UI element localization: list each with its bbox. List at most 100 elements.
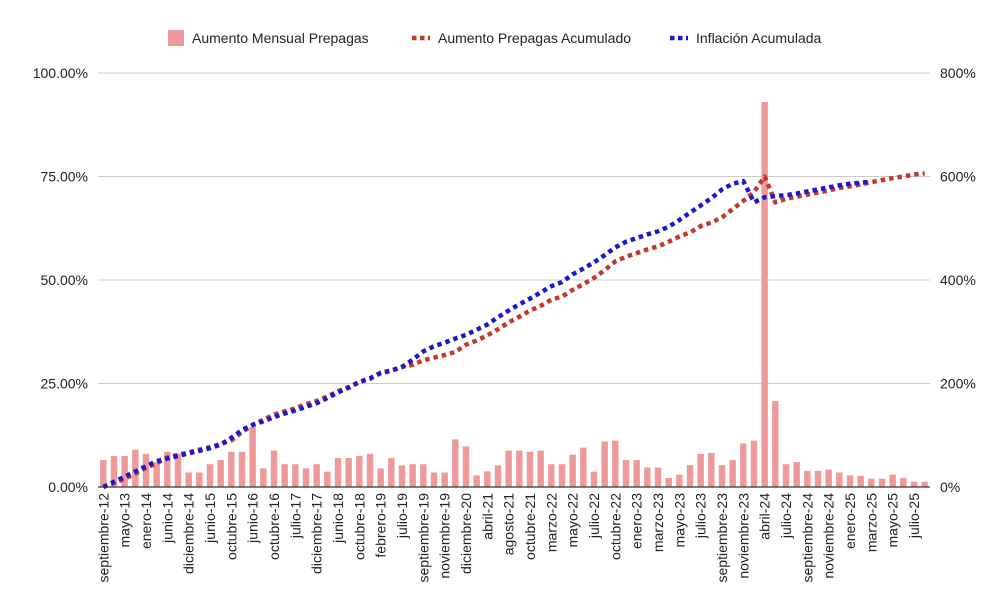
x-axis-tick-label: diciembre-14 [181,493,197,574]
left-axis-tick-label: 0.00% [48,479,88,495]
bar-mark [868,478,875,487]
bar-mark [676,474,683,487]
bar-mark [836,472,843,487]
bar-mark [718,465,726,487]
bar-mark [665,477,672,487]
x-axis-tick-label: mayo-13 [117,493,133,548]
bar-mark [793,462,800,487]
bar-mark [590,471,598,487]
x-axis-tick-label: mayo-22 [565,493,581,548]
bar-mark [302,468,310,487]
x-axis-tick-label: septiembre-23 [714,493,730,583]
left-axis-tick-label: 75.00% [41,169,88,185]
legend-swatch [168,30,184,46]
x-axis-tick-label: octubre-16 [266,493,282,560]
x-axis-tick-label: enero-14 [138,493,154,549]
x-axis-tick-label: septiembre-24 [799,493,815,583]
bar-mark [526,451,534,487]
bar-mark [174,453,182,487]
bar-mark [846,475,854,487]
x-axis-tick-label: octubre-21 [522,493,538,560]
bar-mark [580,447,587,487]
x-axis-tick-label: octubre-18 [351,493,367,560]
inflacion-acumulada-line [102,178,872,490]
legend-item: Aumento Mensual Prepagas [168,30,369,46]
x-axis-tick-label: octubre-15 [223,493,239,560]
x-axis-tick-label: mayo-25 [885,493,901,548]
bar-mark [292,464,299,487]
x-axis-tick-label: diciembre-17 [309,493,325,574]
x-axis-tick-label: noviembre-23 [735,493,751,579]
right-axis-tick-label: 800% [940,65,976,81]
legend-label: Aumento Mensual Prepagas [192,30,369,46]
bar-mark [740,443,747,487]
legend-item: Aumento Prepagas Acumulado [412,30,631,46]
bar-mark [132,449,139,487]
right-axis-tick-label: 0% [940,479,960,495]
right-axis-tick-label: 400% [940,272,976,288]
legend-label: Inflación Acumulada [696,30,822,46]
x-axis-tick-label: julio-23 [693,493,709,539]
axes: 0.00% 25.00% 50.00% 75.00% 100.00% 0% 200% 400%… [33,65,976,583]
bar-mark [185,472,192,487]
bar-mark [249,426,256,487]
bar-mark [878,478,886,487]
legend-label: Aumento Prepagas Acumulado [438,30,631,46]
x-axis-tick-label: mayo-23 [671,493,687,548]
x-axis-tick-label: marzo-23 [650,493,666,552]
bar-mark [558,464,566,487]
bar-mark [228,451,235,487]
bar-mark [761,101,768,487]
bar-mark [697,453,704,487]
x-axis-tick-label: noviembre-24 [821,493,837,579]
bar-mark [452,439,459,487]
legend: Aumento Mensual Prepagas Aumento Prepagas… [168,30,822,46]
bar-mark [548,464,555,487]
bar-mark [857,475,864,487]
bar-mark [494,465,502,487]
bar-mark [825,469,832,487]
bar-mark [686,465,694,487]
bar-mark [814,470,822,487]
bar-mark [782,464,790,487]
bar-mark [889,474,896,487]
x-axis-tick-label: julio-25 [906,493,922,539]
x-axis-tick-label: junio-14 [159,493,175,544]
left-axis-tick-label: 100.00% [33,65,88,81]
right-axis-tick-label: 200% [940,376,976,392]
bar-mark [729,460,736,487]
right-axis-tick-label: 600% [940,169,976,185]
x-axis-tick-label: enero-23 [629,493,645,549]
bar-mark [484,471,491,487]
bar-mark [804,470,811,487]
x-axis-tick-label: noviembre-19 [437,493,453,579]
bar-mark [388,458,395,487]
x-axis-tick-label: diciembre-20 [458,493,474,574]
x-axis-tick-label: julio-19 [394,493,410,539]
x-axis-tick-label: abril-21 [479,493,495,540]
bar-mark [910,481,918,487]
x-axis-tick-label: octubre-22 [607,493,623,560]
bar-mark [206,464,214,487]
bar-mark [654,467,662,487]
bar-mark [516,450,523,487]
bar-mark [324,471,331,487]
bar-mark [569,454,576,487]
bar-mark [430,472,438,487]
x-axis-tick-label: abril-24 [757,493,773,540]
x-axis-tick-label: marzo-25 [863,493,879,552]
bar-mark [644,467,651,487]
left-axis-tick-label: 50.00% [41,272,88,288]
bar-mark [420,464,427,487]
legend-item: Inflación Acumulada [670,30,822,46]
bar-mark [196,472,203,487]
bar-mark [537,450,544,487]
bar-series [100,101,928,487]
bar-mark [366,453,374,487]
bar-mark [441,472,448,487]
bar-mark [462,446,470,487]
bar-mark [612,440,619,487]
bar-mark [345,458,352,487]
bar-mark [238,451,246,487]
x-axis-tick-label: julio-22 [586,493,602,539]
